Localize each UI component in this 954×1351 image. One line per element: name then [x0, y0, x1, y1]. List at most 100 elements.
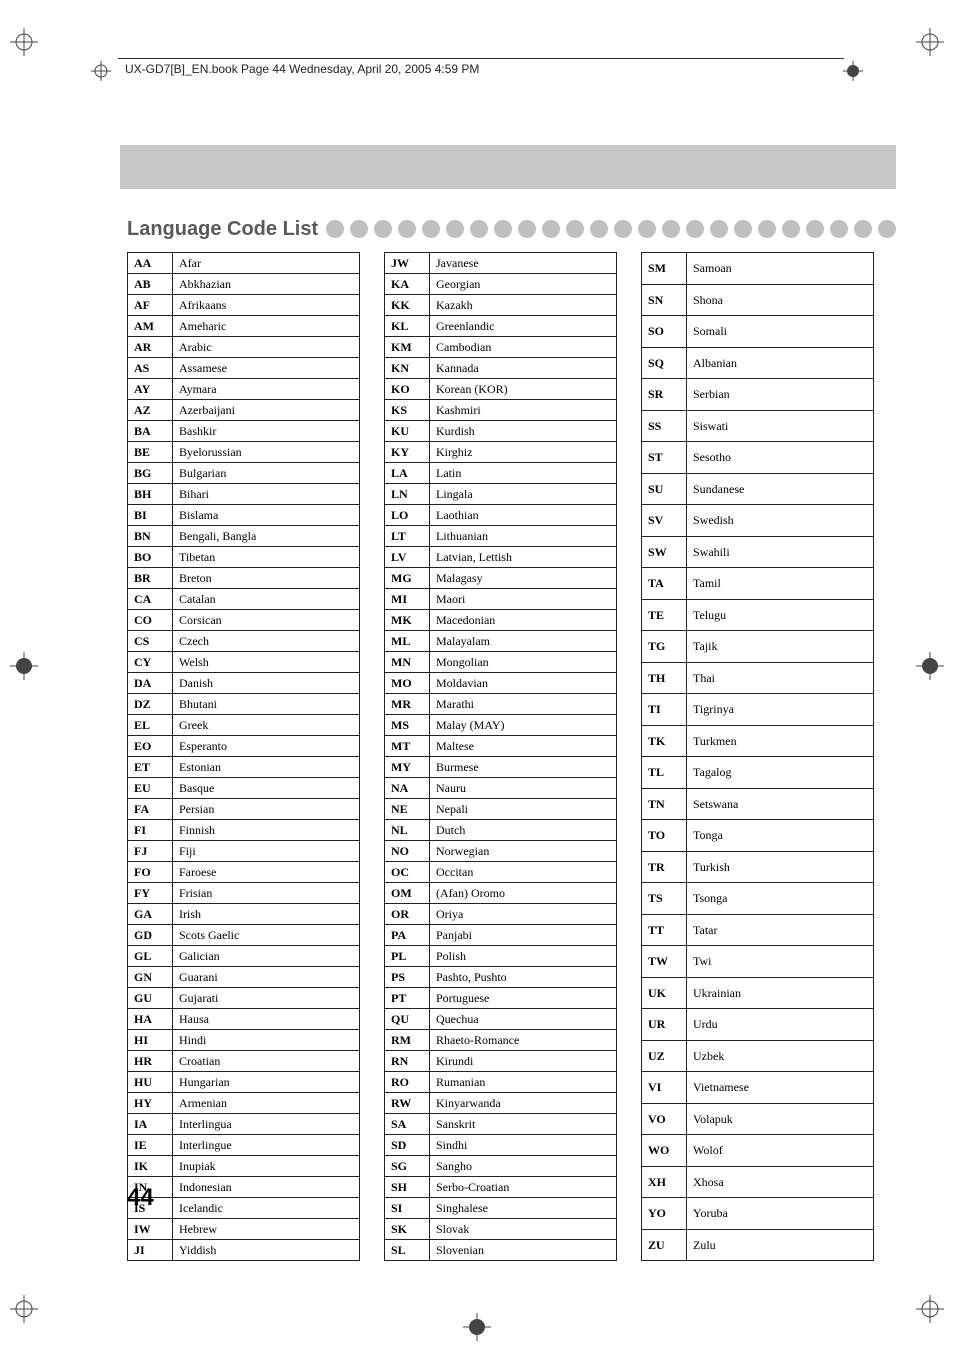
language-name-cell: Latvian, Lettish [430, 547, 617, 568]
language-name-cell: Corsican [173, 610, 360, 631]
table-row: QUQuechua [385, 1009, 617, 1030]
language-name-cell: Portuguese [430, 988, 617, 1009]
table-row: MSMalay (MAY) [385, 715, 617, 736]
table-row: CSCzech [128, 631, 360, 652]
language-code-cell: NO [385, 841, 430, 862]
table-row: PAPanjabi [385, 925, 617, 946]
language-name-cell: Sesotho [687, 442, 874, 474]
language-name-cell: Bashkir [173, 421, 360, 442]
language-code-cell: SA [385, 1114, 430, 1135]
table-row: IWHebrew [128, 1219, 360, 1240]
language-code-cell: RW [385, 1093, 430, 1114]
language-name-cell: Kashmiri [430, 400, 617, 421]
language-code-cell: BH [128, 484, 173, 505]
language-code-cell: MI [385, 589, 430, 610]
language-code-cell: SS [642, 410, 687, 442]
section-title-row: Language Code List [127, 218, 896, 240]
table-row: KNKannada [385, 358, 617, 379]
language-name-cell: Georgian [430, 274, 617, 295]
language-name-cell: Malayalam [430, 631, 617, 652]
language-name-cell: Somali [687, 316, 874, 348]
language-code-cell: TW [642, 946, 687, 978]
table-row: INIndonesian [128, 1177, 360, 1198]
table-row: MRMarathi [385, 694, 617, 715]
table-row: KAGeorgian [385, 274, 617, 295]
language-name-cell: Bislama [173, 505, 360, 526]
table-row: BABashkir [128, 421, 360, 442]
table-row: TATamil [642, 568, 874, 600]
language-name-cell: Azerbaijani [173, 400, 360, 421]
decorative-dot [326, 220, 344, 238]
table-row: WOWolof [642, 1135, 874, 1167]
language-name-cell: Finnish [173, 820, 360, 841]
language-code-cell: SG [385, 1156, 430, 1177]
decorative-dot [662, 220, 680, 238]
language-code-cell: LA [385, 463, 430, 484]
language-code-cell: TN [642, 788, 687, 820]
decorative-dot [446, 220, 464, 238]
decorative-dot [422, 220, 440, 238]
table-row: KMCambodian [385, 337, 617, 358]
table-row: RWKinyarwanda [385, 1093, 617, 1114]
language-code-cell: HR [128, 1051, 173, 1072]
language-code-cell: AY [128, 379, 173, 400]
language-code-cell: DA [128, 673, 173, 694]
registration-mark-icon [461, 1311, 493, 1343]
table-row: ETEstonian [128, 757, 360, 778]
table-row: UKUkrainian [642, 977, 874, 1009]
table-row: OROriya [385, 904, 617, 925]
language-name-cell: Fiji [173, 841, 360, 862]
language-code-cell: AF [128, 295, 173, 316]
table-row: TWTwi [642, 946, 874, 978]
language-name-cell: Bihari [173, 484, 360, 505]
language-table: JWJavaneseKAGeorgianKKKazakhKLGreenlandi… [384, 252, 617, 1261]
language-name-cell: Afar [173, 253, 360, 274]
language-code-cell: UZ [642, 1040, 687, 1072]
table-row: SVSwedish [642, 505, 874, 537]
table-row: PTPortuguese [385, 988, 617, 1009]
table-row: FAPersian [128, 799, 360, 820]
language-name-cell: Occitan [430, 862, 617, 883]
decorative-dot [734, 220, 752, 238]
table-row: ABAbkhazian [128, 274, 360, 295]
language-name-cell: Tagalog [687, 757, 874, 789]
language-name-cell: Kinyarwanda [430, 1093, 617, 1114]
language-name-cell: Croatian [173, 1051, 360, 1072]
language-name-cell: Kurdish [430, 421, 617, 442]
language-name-cell: Lithuanian [430, 526, 617, 547]
language-tables: AAAfarABAbkhazianAFAfrikaansAMAmeharicAR… [127, 252, 874, 1261]
language-name-cell: Yoruba [687, 1198, 874, 1230]
table-row: MLMalayalam [385, 631, 617, 652]
table-row: BHBihari [128, 484, 360, 505]
language-code-cell: AR [128, 337, 173, 358]
language-name-cell: Esperanto [173, 736, 360, 757]
language-name-cell: Norwegian [430, 841, 617, 862]
language-name-cell: Oriya [430, 904, 617, 925]
language-code-cell: NA [385, 778, 430, 799]
decorative-dots [326, 220, 896, 238]
language-code-cell: KK [385, 295, 430, 316]
decorative-dot [494, 220, 512, 238]
language-code-cell: MR [385, 694, 430, 715]
language-code-cell: YO [642, 1198, 687, 1230]
table-row: IKInupiak [128, 1156, 360, 1177]
language-code-cell: TH [642, 662, 687, 694]
language-code-cell: TT [642, 914, 687, 946]
language-code-cell: BE [128, 442, 173, 463]
table-row: TKTurkmen [642, 725, 874, 757]
table-row: BEByelorussian [128, 442, 360, 463]
language-name-cell: Nauru [430, 778, 617, 799]
language-code-cell: SL [385, 1240, 430, 1261]
language-code-cell: PA [385, 925, 430, 946]
language-name-cell: Frisian [173, 883, 360, 904]
language-name-cell: Telugu [687, 599, 874, 631]
language-name-cell: Sindhi [430, 1135, 617, 1156]
language-name-cell: Kirundi [430, 1051, 617, 1072]
language-code-cell: GD [128, 925, 173, 946]
language-name-cell: Samoan [687, 253, 874, 285]
language-code-cell: UK [642, 977, 687, 1009]
section-title: Language Code List [127, 218, 318, 241]
language-name-cell: Swedish [687, 505, 874, 537]
language-name-cell: Bulgarian [173, 463, 360, 484]
table-row: SISinghalese [385, 1198, 617, 1219]
